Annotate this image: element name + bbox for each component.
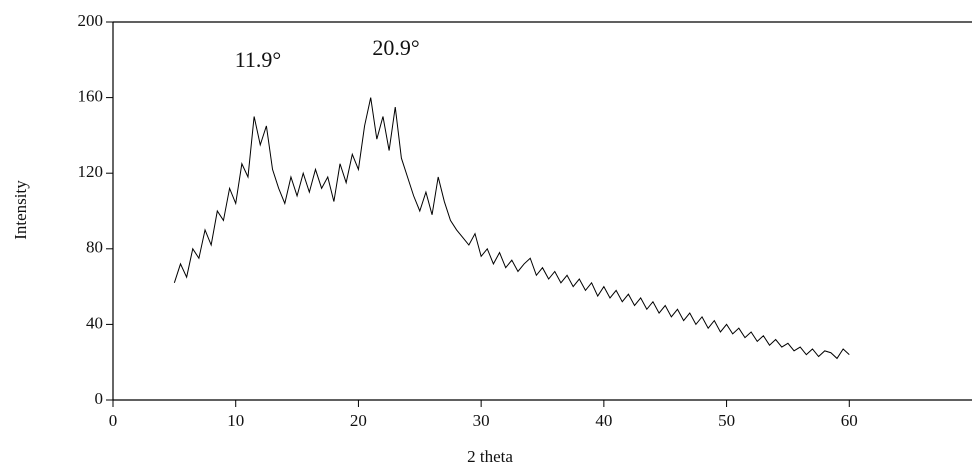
x-tick-label: 50 xyxy=(718,411,735,430)
y-tick-label: 0 xyxy=(95,389,104,408)
y-tick-label: 160 xyxy=(78,87,104,106)
x-tick-label: 10 xyxy=(227,411,244,430)
x-tick-label: 20 xyxy=(350,411,367,430)
peak-annotation: 11.9° xyxy=(235,47,281,72)
peak-annotation: 20.9° xyxy=(372,35,419,60)
x-tick-label: 30 xyxy=(473,411,490,430)
x-tick-label: 40 xyxy=(595,411,612,430)
y-tick-label: 80 xyxy=(86,238,103,257)
y-tick-label: 40 xyxy=(86,313,103,332)
y-tick-label: 120 xyxy=(78,162,104,181)
x-tick-label: 60 xyxy=(841,411,858,430)
y-axis-label: Intensity xyxy=(11,180,30,240)
x-tick-label: 0 xyxy=(109,411,118,430)
data-line xyxy=(173,97,850,360)
y-tick-label: 200 xyxy=(78,11,104,30)
x-axis-label: 2 theta xyxy=(467,447,513,466)
